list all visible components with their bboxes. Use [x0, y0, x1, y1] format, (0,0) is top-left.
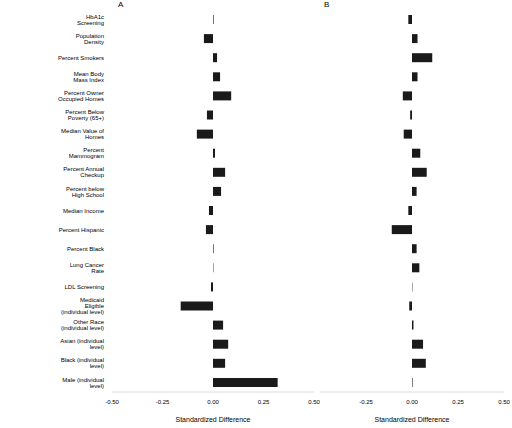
svg-text:Mean BodyMass Index: Mean BodyMass Index [73, 71, 104, 83]
html-text:A: A [118, 0, 124, 9]
svg-text:Percent Smokers: Percent Smokers [58, 55, 104, 61]
svg-text:-0.50: -0.50 [105, 399, 119, 405]
html-text:B: B [324, 0, 330, 9]
svg-text:Median Income: Median Income [63, 208, 105, 214]
svg-text:Percent AnnualCheckup: Percent AnnualCheckup [63, 166, 104, 178]
svg-text:-0.25: -0.25 [359, 399, 373, 405]
svg-text:Lung CancerRate: Lung CancerRate [70, 262, 105, 274]
svg-text:0.50: 0.50 [498, 399, 504, 405]
svg-text:-0.25: -0.25 [156, 399, 170, 405]
svg-text:PopulationDensity: PopulationDensity [76, 33, 104, 45]
svg-text:0.00: 0.00 [406, 399, 418, 405]
svg-text:Male (individuallevel): Male (individuallevel) [62, 377, 104, 389]
svg-text:Percent Black: Percent Black [67, 246, 105, 252]
svg-text:Percent belowHigh School: Percent belowHigh School [66, 186, 105, 198]
svg-text:MedicaidEligible(individual le: MedicaidEligible(individual level) [61, 297, 105, 315]
svg-text:Percent BelowPoverty (65+): Percent BelowPoverty (65+) [65, 109, 104, 121]
svg-text:Asian (individuallevel): Asian (individuallevel) [60, 338, 104, 350]
svg-text:0.50: 0.50 [308, 399, 320, 405]
svg-text:Standardized Difference: Standardized Difference [375, 416, 450, 423]
svg-text:PercentMammogram: PercentMammogram [69, 147, 105, 159]
svg-text:0.00: 0.00 [207, 399, 219, 405]
svg-text:0.25: 0.25 [452, 399, 464, 405]
svg-text:HbA1cScreening: HbA1cScreening [77, 14, 104, 26]
svg-text:Median Value ofHomes: Median Value ofHomes [61, 128, 104, 140]
svg-text:Percent Hispanic: Percent Hispanic [59, 227, 104, 233]
svg-text:LDL Screening: LDL Screening [65, 284, 104, 290]
svg-text:0.25: 0.25 [258, 399, 270, 405]
svg-text:Other Race(individual level): Other Race(individual level) [61, 319, 105, 331]
svg-text:Black (individuallevel): Black (individuallevel) [61, 357, 104, 369]
svg-text:Standardized Difference: Standardized Difference [176, 416, 251, 423]
svg-text:Percent OwnerOccupied Homes: Percent OwnerOccupied Homes [58, 90, 104, 102]
